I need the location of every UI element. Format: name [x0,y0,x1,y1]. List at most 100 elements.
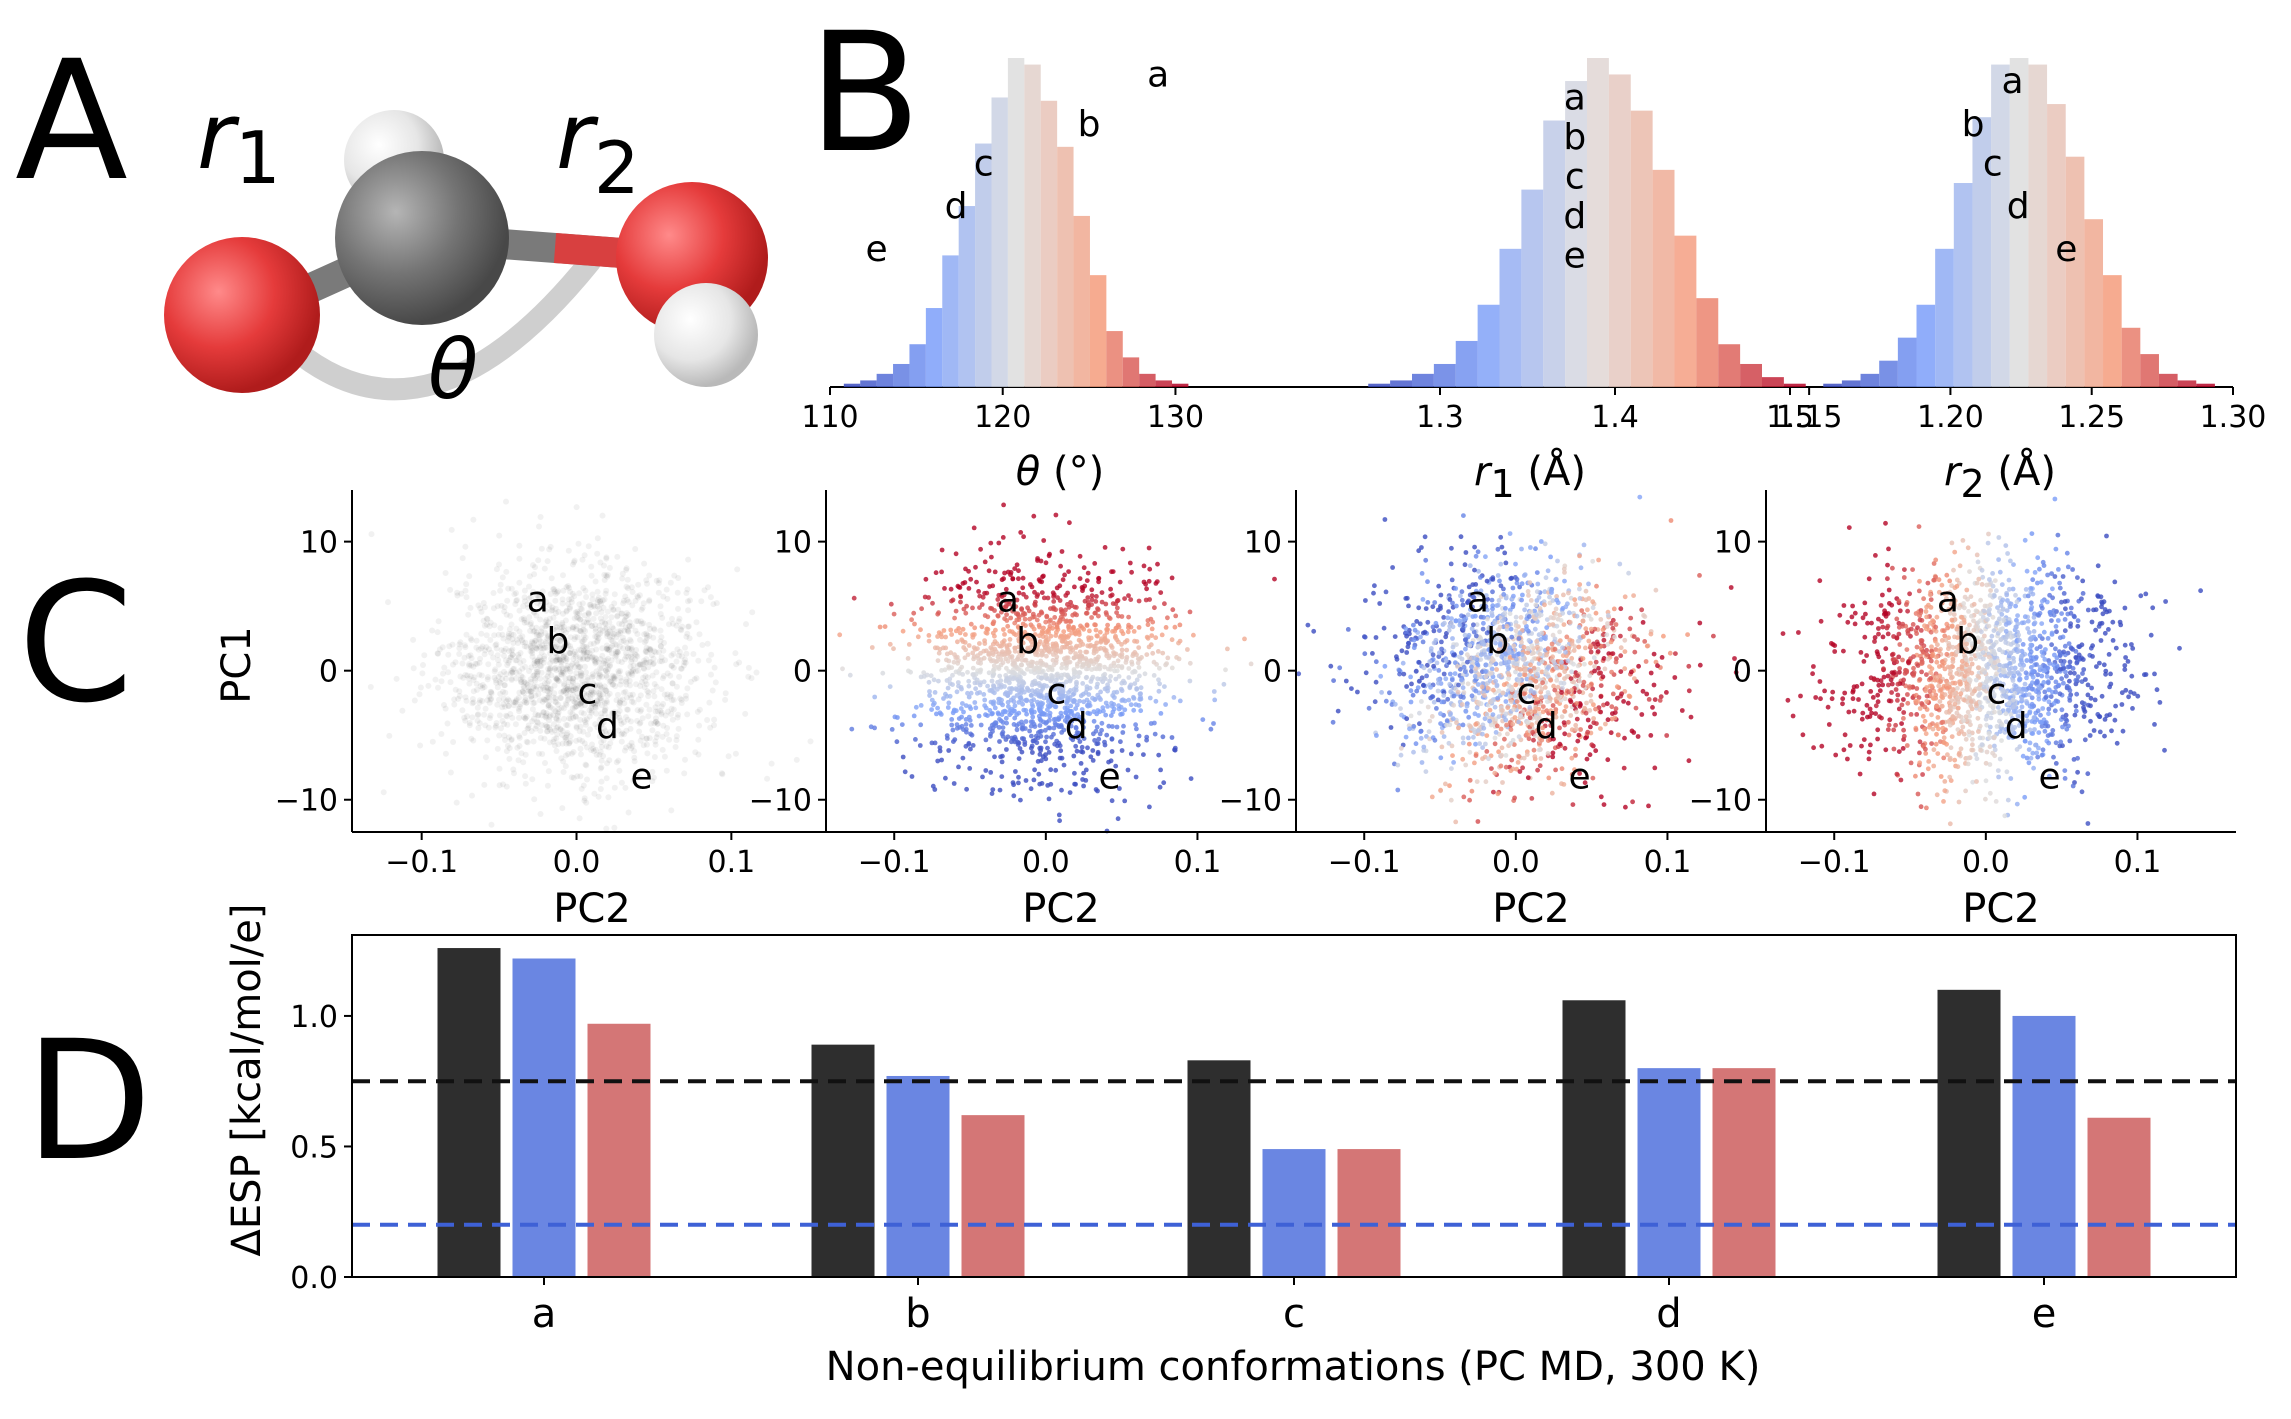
scatter-point [968,746,973,752]
scatter-point [1473,741,1478,747]
histogram-bar [1674,235,1697,387]
scatter-point [1044,629,1049,635]
scatter-point [1520,765,1525,771]
scatter-point [704,640,711,647]
scatter-point [587,726,593,733]
scatter-point [597,686,604,693]
scatter-point [496,782,503,789]
scatter-point [519,688,526,695]
scatter-point [583,680,590,687]
scatter-point [989,711,995,717]
scatter-point [1025,605,1030,611]
scatter-point [603,775,610,782]
scatter-point [507,654,514,661]
scatter-point [1577,553,1582,559]
scatter-point [1480,731,1485,737]
scatter-point [995,613,1001,619]
scatter-point [1099,590,1105,595]
scatter-point [1117,786,1122,791]
scatter-point [554,656,561,663]
scatter-point [1418,729,1424,734]
histogram-bar [860,380,877,387]
scatter-point [577,745,584,752]
scatter-point [1099,720,1105,726]
y-tick-label: 0 [319,655,338,690]
scatter-point [1078,749,1084,754]
scatter-point [1095,741,1101,746]
scatter-point [1472,567,1477,573]
scatter-point [1019,725,1025,731]
scatter-point [793,756,800,763]
scatter-point [543,644,550,651]
point-label-c: c [1565,156,1585,197]
scatter-point [563,736,570,743]
scatter-point [693,675,700,682]
scatter-point [559,619,566,626]
scatter-point [608,614,615,621]
scatter-point [533,631,540,638]
scatter-point [1617,561,1623,567]
x-tick-label: 130 [1147,400,1204,435]
scatter-point [547,726,554,733]
scatter-point [649,768,656,775]
scatter-point [623,676,630,683]
scatter-point [538,722,545,729]
scatter-point [459,660,466,667]
scatter-point [1111,690,1117,695]
scatter-point [646,633,653,639]
scatter-point [1592,664,1597,669]
scatter-point [622,613,629,620]
scatter-point [675,725,682,732]
scatter-point [950,597,956,603]
scatter-point [1627,626,1633,632]
scatter-point [1439,639,1444,645]
scatter-point [606,757,613,764]
scatter-point [1571,679,1577,685]
scatter-point [993,649,999,655]
scatter-point [1508,626,1514,632]
scatter-point [582,628,589,634]
scatter-point [651,693,658,700]
scatter-point [550,738,557,745]
scatter-point [1511,653,1517,659]
scatter-point [1498,661,1504,667]
scatter-point [564,722,571,729]
scatter-point [457,639,464,646]
scatter-point [1526,736,1532,742]
scatter-point [1474,705,1480,711]
scatter-point [553,716,560,723]
scatter-point [557,656,564,663]
scatter-point [1538,539,1544,544]
scatter-point [617,674,624,681]
scatter-point [683,695,689,702]
scatter-point [639,604,646,611]
scatter-point [592,721,599,728]
scatter-point [645,664,652,671]
scatter-point [609,715,616,722]
scatter-point [1453,586,1459,591]
scatter-point [545,703,552,710]
scatter-point [1562,745,1568,751]
scatter-point [562,629,569,636]
scatter-point [541,565,548,572]
scatter-point [1077,643,1083,648]
histogram-bar [2158,373,2178,387]
scatter-point [1519,581,1525,587]
scatter-point [630,699,637,706]
scatter-point [385,599,391,606]
scatter-point [1107,678,1112,684]
scatter-point [1449,766,1454,771]
scatter-point [1480,626,1486,632]
scatter-point [1475,682,1481,687]
scatter-point [1036,771,1042,777]
scatter-point [1500,780,1505,785]
scatter-point [1598,794,1604,800]
scatter-point [1016,756,1022,761]
scatter-point [536,654,543,661]
scatter-point [1438,787,1443,793]
scatter-point [1481,620,1486,626]
scatter-point [928,673,934,679]
scatter-point [1075,674,1081,679]
